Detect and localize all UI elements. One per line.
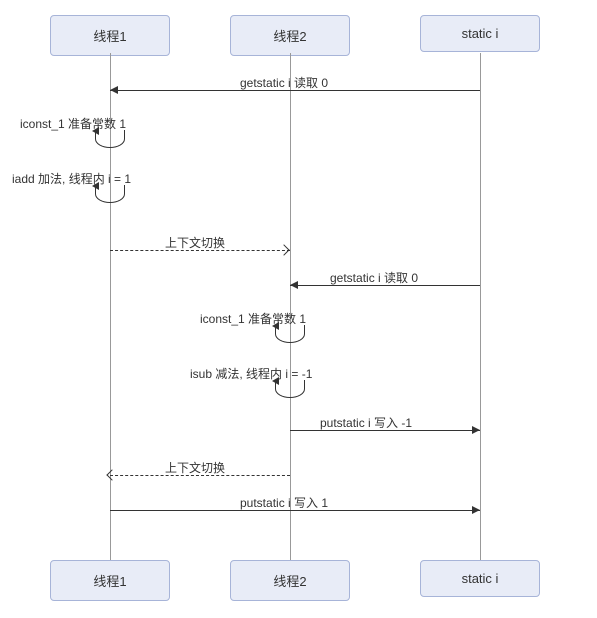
participant-box-static-bottom: static i — [420, 560, 540, 597]
message-label: getstatic i 读取 0 — [330, 269, 418, 286]
participant-box-thread2-top: 线程2 — [230, 15, 350, 56]
message-label: 上下文切换 — [165, 234, 225, 251]
message-arrow — [290, 285, 480, 286]
message-arrow — [290, 430, 480, 431]
participant-box-thread1-bottom: 线程1 — [50, 560, 170, 601]
participant-label: 线程1 — [93, 29, 126, 44]
participant-label: 线程1 — [93, 574, 126, 589]
participant-label: static i — [462, 571, 499, 586]
lifeline-static — [480, 53, 481, 560]
participant-label: 线程2 — [273, 574, 306, 589]
arrow-head-icon — [472, 506, 480, 514]
self-message-loop — [275, 380, 305, 398]
message-label: getstatic i 读取 0 — [240, 74, 328, 91]
participant-label: 线程2 — [273, 29, 306, 44]
arrow-head-icon — [472, 426, 480, 434]
participant-box-static-top: static i — [420, 15, 540, 52]
message-label: 上下文切换 — [165, 459, 225, 476]
arrow-head-icon — [278, 244, 289, 255]
participant-box-thread1-top: 线程1 — [50, 15, 170, 56]
message-label: putstatic i 写入 1 — [240, 494, 328, 511]
lifeline-thread2 — [290, 53, 291, 560]
arrow-head-icon — [106, 469, 117, 480]
message-label: putstatic i 写入 -1 — [320, 414, 412, 431]
participant-label: static i — [462, 26, 499, 41]
message-arrow — [110, 510, 480, 511]
message-arrow — [110, 90, 480, 91]
arrow-head-icon — [110, 86, 118, 94]
message-arrow-dashed — [110, 250, 290, 251]
self-message-loop — [95, 130, 125, 148]
arrow-head-icon — [290, 281, 298, 289]
message-arrow-dashed — [110, 475, 290, 476]
self-message-loop — [95, 185, 125, 203]
self-message-loop — [275, 325, 305, 343]
participant-box-thread2-bottom: 线程2 — [230, 560, 350, 601]
